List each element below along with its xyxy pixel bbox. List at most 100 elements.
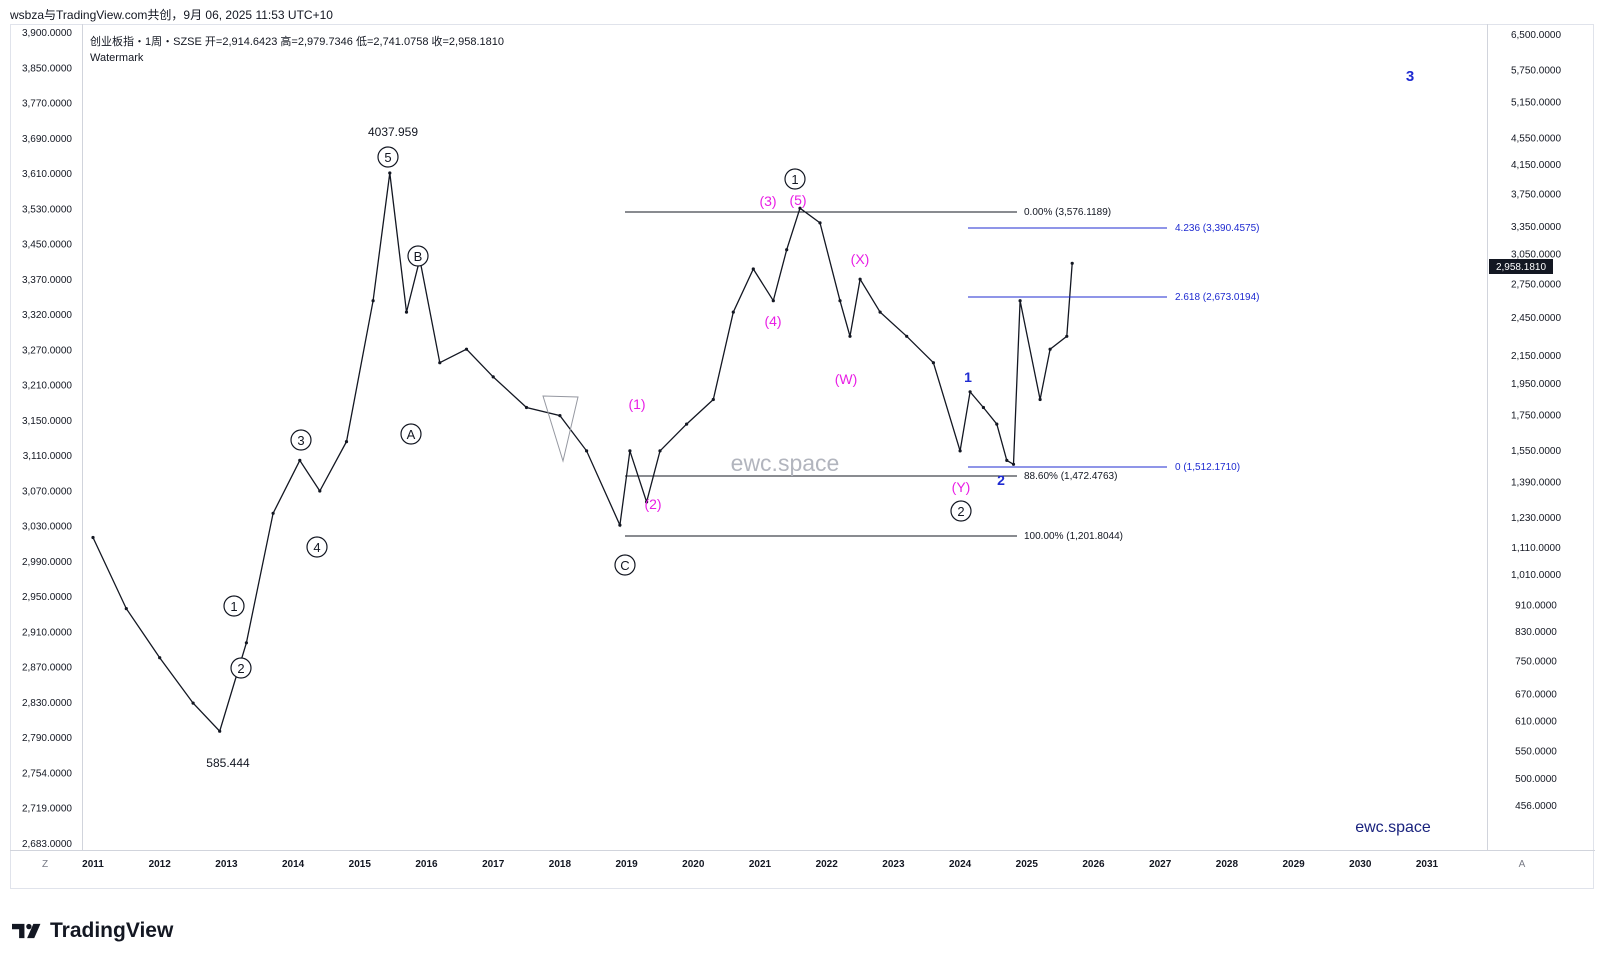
right-axis-tick: 1,950.0000 — [1511, 379, 1561, 390]
price-point — [818, 221, 822, 225]
svg-text:4: 4 — [313, 540, 320, 555]
price-point — [388, 171, 392, 175]
wave-3-blue[interactable]: 3 — [1406, 68, 1414, 85]
current-price-badge: 2,958.1810 — [1489, 259, 1553, 274]
price-point — [1048, 347, 1052, 351]
left-axis-tick: 2,990.0000 — [22, 557, 72, 568]
x-axis-year: 2030 — [1349, 859, 1372, 870]
wave-4-magenta[interactable]: (4) — [764, 313, 781, 329]
wave-3-circled[interactable]: 3 — [290, 429, 312, 451]
log-scale-toggle[interactable]: A — [1519, 859, 1526, 870]
right-axis-tick: 2,450.0000 — [1511, 313, 1561, 324]
left-axis-tick: 3,110.0000 — [23, 451, 73, 462]
left-axis-tick: 2,830.0000 — [22, 698, 72, 709]
right-axis-tick: 456.0000 — [1515, 801, 1557, 812]
right-axis-tick: 1,110.0000 — [1511, 543, 1561, 554]
auto-scale-toggle[interactable]: Z — [42, 859, 48, 870]
right-axis-tick: 1,750.0000 — [1511, 411, 1561, 422]
left-axis-tick: 3,270.0000 — [22, 345, 72, 356]
left-axis-tick: 3,900.0000 — [22, 28, 72, 39]
wave-1-blue[interactable]: 1 — [964, 369, 972, 385]
wave-1-circled-early[interactable]: 1 — [223, 595, 245, 617]
wave-W-magenta[interactable]: (W) — [835, 371, 858, 387]
left-axis-tick: 2,719.0000 — [22, 804, 72, 815]
x-axis-year: 2013 — [215, 859, 238, 870]
left-axis-tick: 3,770.0000 — [22, 99, 72, 110]
symbol-legend: 创业板指・1周・SZSE 开=2,914.6423 高=2,979.7346 低… — [90, 34, 504, 48]
watermark-label: Watermark — [90, 52, 144, 64]
svg-text:A: A — [407, 427, 416, 442]
price-point — [298, 458, 302, 462]
x-axis-year: 2015 — [349, 859, 372, 870]
fib-label-100: 100.00% (1,201.8044) — [1024, 531, 1123, 542]
price-point — [731, 310, 735, 314]
wave-4-circled[interactable]: 4 — [306, 536, 328, 558]
x-axis-year: 2018 — [549, 859, 572, 870]
wave-2-circled-early[interactable]: 2 — [230, 657, 252, 679]
left-axis-tick: 2,754.0000 — [22, 768, 72, 779]
wave-3-magenta[interactable]: (3) — [759, 193, 776, 209]
chart-svg[interactable]: 创业板指・1周・SZSE 开=2,914.6423 高=2,979.7346 低… — [10, 24, 1595, 889]
price-point — [1005, 458, 1009, 462]
left-axis-tick: 3,150.0000 — [22, 416, 72, 427]
triangle-drawing[interactable] — [542, 395, 579, 463]
x-axis-year: 2027 — [1149, 859, 1172, 870]
fib-label-ext-0: 0 (1,512.1710) — [1175, 462, 1240, 473]
x-axis-year: 2023 — [882, 859, 905, 870]
wave-1-circled-late[interactable]: 1 — [784, 168, 806, 190]
corner-watermark: ewc.space — [1355, 819, 1431, 836]
x-axis-year: 2012 — [149, 859, 172, 870]
wave-2-blue[interactable]: 2 — [997, 472, 1005, 488]
left-axis-tick: 3,030.0000 — [22, 522, 72, 533]
x-axis-year: 2019 — [615, 859, 638, 870]
price-point — [848, 334, 852, 338]
svg-text:B: B — [414, 249, 423, 264]
time-axis[interactable]: 2011 2012 2013 2014 2015 2016 2017 2018 2019 2020… — [82, 859, 1438, 870]
price-point — [318, 489, 322, 493]
price-point — [191, 701, 195, 705]
left-axis-tick: 3,450.0000 — [22, 240, 72, 251]
wave-5-magenta[interactable]: (5) — [789, 192, 806, 208]
price-point — [491, 375, 495, 379]
wave-2-magenta[interactable]: (2) — [644, 496, 661, 512]
price-point — [218, 729, 222, 733]
wave-X-magenta[interactable]: (X) — [851, 251, 870, 267]
wave-1-magenta[interactable]: (1) — [628, 396, 645, 412]
right-price-axis[interactable]: 6,500.0000 5,750.0000 5,150.0000 4,550.0000… — [1511, 30, 1561, 812]
x-axis-year: 2022 — [816, 859, 839, 870]
left-axis-tick: 3,690.0000 — [22, 134, 72, 145]
wave-A-circled[interactable]: A — [400, 423, 422, 445]
price-point — [1038, 397, 1042, 402]
price-point — [968, 390, 972, 394]
right-axis-tick: 670.0000 — [1515, 689, 1557, 700]
price-point — [158, 656, 162, 660]
x-axis-year: 2016 — [415, 859, 438, 870]
wave-B-circled[interactable]: B — [407, 245, 429, 267]
svg-text:2: 2 — [957, 504, 964, 519]
price-point — [771, 299, 775, 303]
price-point — [628, 449, 632, 453]
right-axis-tick: 4,150.0000 — [1511, 160, 1561, 171]
wave-C-circled[interactable]: C — [614, 554, 636, 576]
tradingview-logo[interactable]: TradingView — [12, 919, 173, 943]
left-price-axis[interactable]: 3,900.0000 3,850.0000 3,770.0000 3,690.0000… — [22, 28, 72, 850]
x-axis-year: 2011 — [82, 859, 104, 870]
wave-Y-magenta[interactable]: (Y) — [952, 479, 971, 495]
wave-5-circled[interactable]: 5 — [377, 146, 399, 168]
tradingview-logo-icon — [12, 923, 41, 939]
x-axis-year: 2021 — [749, 859, 772, 870]
chart-frame[interactable]: 创业板指・1周・SZSE 开=2,914.6423 高=2,979.7346 低… — [10, 24, 1595, 889]
svg-text:5: 5 — [384, 150, 391, 165]
price-point — [464, 347, 469, 351]
wave-2-circled-late[interactable]: 2 — [950, 500, 972, 522]
right-axis-tick: 5,150.0000 — [1511, 97, 1561, 108]
price-point — [711, 397, 715, 402]
price-point — [244, 641, 248, 645]
price-point — [1070, 261, 1074, 265]
left-axis-tick: 3,610.0000 — [22, 169, 72, 180]
right-axis-tick: 1,390.0000 — [1511, 477, 1561, 488]
price-point — [585, 449, 589, 453]
left-axis-tick: 2,950.0000 — [22, 592, 72, 603]
price-point — [124, 607, 128, 611]
right-axis-tick: 5,750.0000 — [1511, 65, 1561, 76]
